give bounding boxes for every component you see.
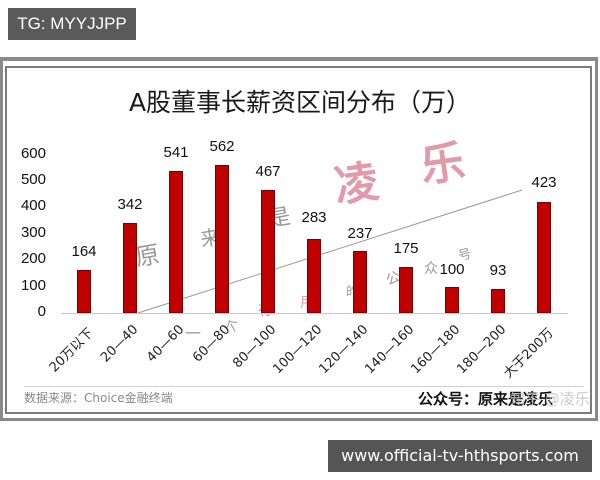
chart-frame-inner xyxy=(5,66,592,414)
y-tick: 200 xyxy=(20,250,46,267)
bar-120-140 xyxy=(353,251,367,313)
value-label: 283 xyxy=(301,209,327,226)
bar-80-100 xyxy=(261,190,275,313)
footer-divider xyxy=(24,386,584,387)
chart-title: A股董事长薪资区间分布（万） xyxy=(128,88,472,117)
url-banner: www.official-tv-hthsports.com xyxy=(328,440,592,472)
value-label: 342 xyxy=(117,196,143,213)
zhihu-watermark: 知乎 @凌乐 xyxy=(510,390,590,408)
y-tick: 500 xyxy=(20,171,46,188)
bar-60-80 xyxy=(215,165,229,313)
value-label: 237 xyxy=(347,225,373,242)
bar-40-60 xyxy=(169,171,183,313)
watermark-small: 众 xyxy=(424,261,438,277)
tg-tag: TG: MYYJJPP xyxy=(8,8,136,40)
y-tick: 400 xyxy=(20,197,46,214)
bar-20-40 xyxy=(123,223,137,313)
value-label: 562 xyxy=(209,138,235,155)
data-source: 数据来源：Choice金融终端 xyxy=(24,391,173,405)
y-tick: 300 xyxy=(20,224,46,241)
bar-大于200万 xyxy=(537,202,551,313)
x-axis xyxy=(61,313,568,314)
value-label: 93 xyxy=(489,262,507,279)
y-tick: 600 xyxy=(20,145,46,162)
value-label: 467 xyxy=(255,163,281,180)
value-label: 100 xyxy=(439,261,465,278)
account-label: 公众号：原来是凌乐 xyxy=(418,390,554,408)
value-label: 175 xyxy=(393,240,419,257)
bar-140-160 xyxy=(399,267,413,313)
bar-180-200 xyxy=(491,289,505,313)
bar-20万以下 xyxy=(77,270,91,313)
chart-frame-outer xyxy=(0,57,598,421)
y-tick: 0 xyxy=(37,303,46,320)
value-label: 423 xyxy=(531,174,557,191)
bar-160-180 xyxy=(445,287,459,313)
y-tick: 100 xyxy=(20,277,46,294)
value-label: 541 xyxy=(163,144,189,161)
bar-100-120 xyxy=(307,239,321,313)
value-label: 164 xyxy=(71,243,97,260)
watermark-small: 一 xyxy=(185,324,202,343)
